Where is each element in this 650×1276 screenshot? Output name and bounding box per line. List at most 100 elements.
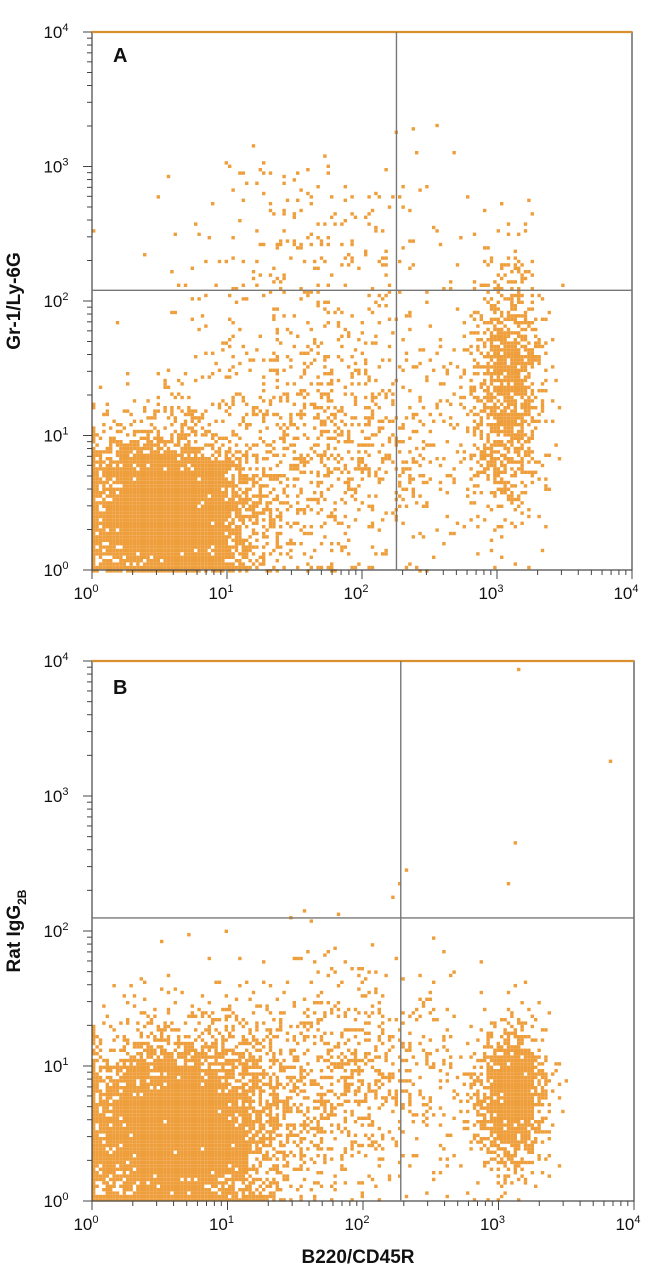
event-dot <box>153 1065 157 1069</box>
event-dot <box>129 1181 133 1185</box>
event-dot <box>187 535 191 539</box>
event-dot <box>92 1147 96 1151</box>
event-dot <box>234 535 239 539</box>
event-dot <box>224 1052 228 1056</box>
event-dot <box>299 416 303 420</box>
event-dot <box>187 1116 191 1120</box>
event-dot <box>493 440 497 444</box>
event-dot <box>241 562 245 566</box>
event-dot <box>173 1096 177 1100</box>
event-dot <box>316 470 320 474</box>
event-dot <box>224 341 228 345</box>
event-dot <box>183 1188 188 1192</box>
event-dot <box>469 331 473 335</box>
event-dot <box>285 426 290 430</box>
event-dot <box>513 348 517 352</box>
event-dot <box>231 402 235 406</box>
event-dot <box>170 562 174 566</box>
event-dot <box>537 412 541 417</box>
event-dot <box>102 531 106 536</box>
event-dot <box>187 1164 191 1168</box>
event-dot <box>214 569 218 573</box>
event-dot <box>180 504 184 508</box>
event-dot <box>102 514 106 519</box>
event-dot <box>115 538 120 542</box>
event-dot <box>367 467 371 471</box>
event-dot <box>129 1198 133 1202</box>
event-dot <box>149 1120 154 1124</box>
event-dot <box>122 1133 126 1137</box>
event-dot <box>231 1072 235 1076</box>
event-dot <box>217 487 222 491</box>
event-dot <box>245 569 249 573</box>
event-dot <box>527 385 531 389</box>
event-dot <box>302 406 307 410</box>
event-dot <box>173 310 177 315</box>
event-dot <box>119 1106 123 1110</box>
event-dot <box>517 453 521 457</box>
event-dot <box>513 497 517 502</box>
event-dot <box>510 409 514 413</box>
event-dot <box>255 511 259 515</box>
event-dot <box>112 538 116 542</box>
event-dot <box>105 477 109 481</box>
event-dot <box>228 1007 232 1012</box>
event-dot <box>289 423 293 427</box>
event-dot <box>217 1116 222 1120</box>
event-dot <box>149 1198 154 1202</box>
event-dot <box>119 511 123 515</box>
event-dot <box>207 1147 211 1151</box>
event-dot <box>105 548 109 553</box>
event-dot <box>248 1123 252 1127</box>
event-dot <box>153 497 157 502</box>
event-dot <box>149 453 154 457</box>
event-dot <box>156 1045 160 1049</box>
event-dot <box>316 304 320 308</box>
event-dot <box>224 528 228 532</box>
event-dot <box>160 528 164 532</box>
event-dot <box>119 1126 123 1131</box>
event-dot <box>139 514 143 519</box>
event-dot <box>513 321 517 325</box>
event-dot <box>248 565 252 570</box>
event-dot <box>149 562 154 566</box>
event-dot <box>211 1041 215 1046</box>
event-dot <box>102 518 106 522</box>
event-dot <box>251 508 256 512</box>
event-dot <box>479 338 483 342</box>
event-dot <box>180 1082 184 1086</box>
event-dot <box>160 494 164 498</box>
event-dot <box>279 531 283 536</box>
event-dot <box>228 457 232 461</box>
event-dot <box>520 280 524 284</box>
event-dot <box>231 1069 235 1073</box>
event-dot <box>472 453 477 457</box>
event-dot <box>187 470 191 474</box>
event-dot <box>143 494 147 498</box>
event-dot <box>221 467 225 471</box>
event-dot <box>204 559 208 563</box>
event-dot <box>166 1174 171 1178</box>
event-dot <box>187 1188 191 1192</box>
event-dot <box>177 1160 181 1165</box>
event-dot <box>466 429 470 434</box>
event-dot <box>228 1143 232 1148</box>
event-dot <box>180 548 184 553</box>
event-dot <box>330 565 334 570</box>
event-dot <box>92 426 96 430</box>
event-dot <box>496 419 500 423</box>
event-dot <box>455 365 460 369</box>
event-dot <box>466 487 470 491</box>
event-dot <box>523 229 528 233</box>
event-dot <box>166 525 171 529</box>
event-dot <box>156 491 160 495</box>
event-dot <box>207 463 211 468</box>
event-dot <box>503 389 507 393</box>
event-dot <box>122 1106 126 1110</box>
event-dot <box>139 480 143 485</box>
event-dot <box>251 406 256 410</box>
event-dot <box>156 1126 160 1131</box>
event-dot <box>279 395 283 400</box>
event-dot <box>194 1174 198 1178</box>
